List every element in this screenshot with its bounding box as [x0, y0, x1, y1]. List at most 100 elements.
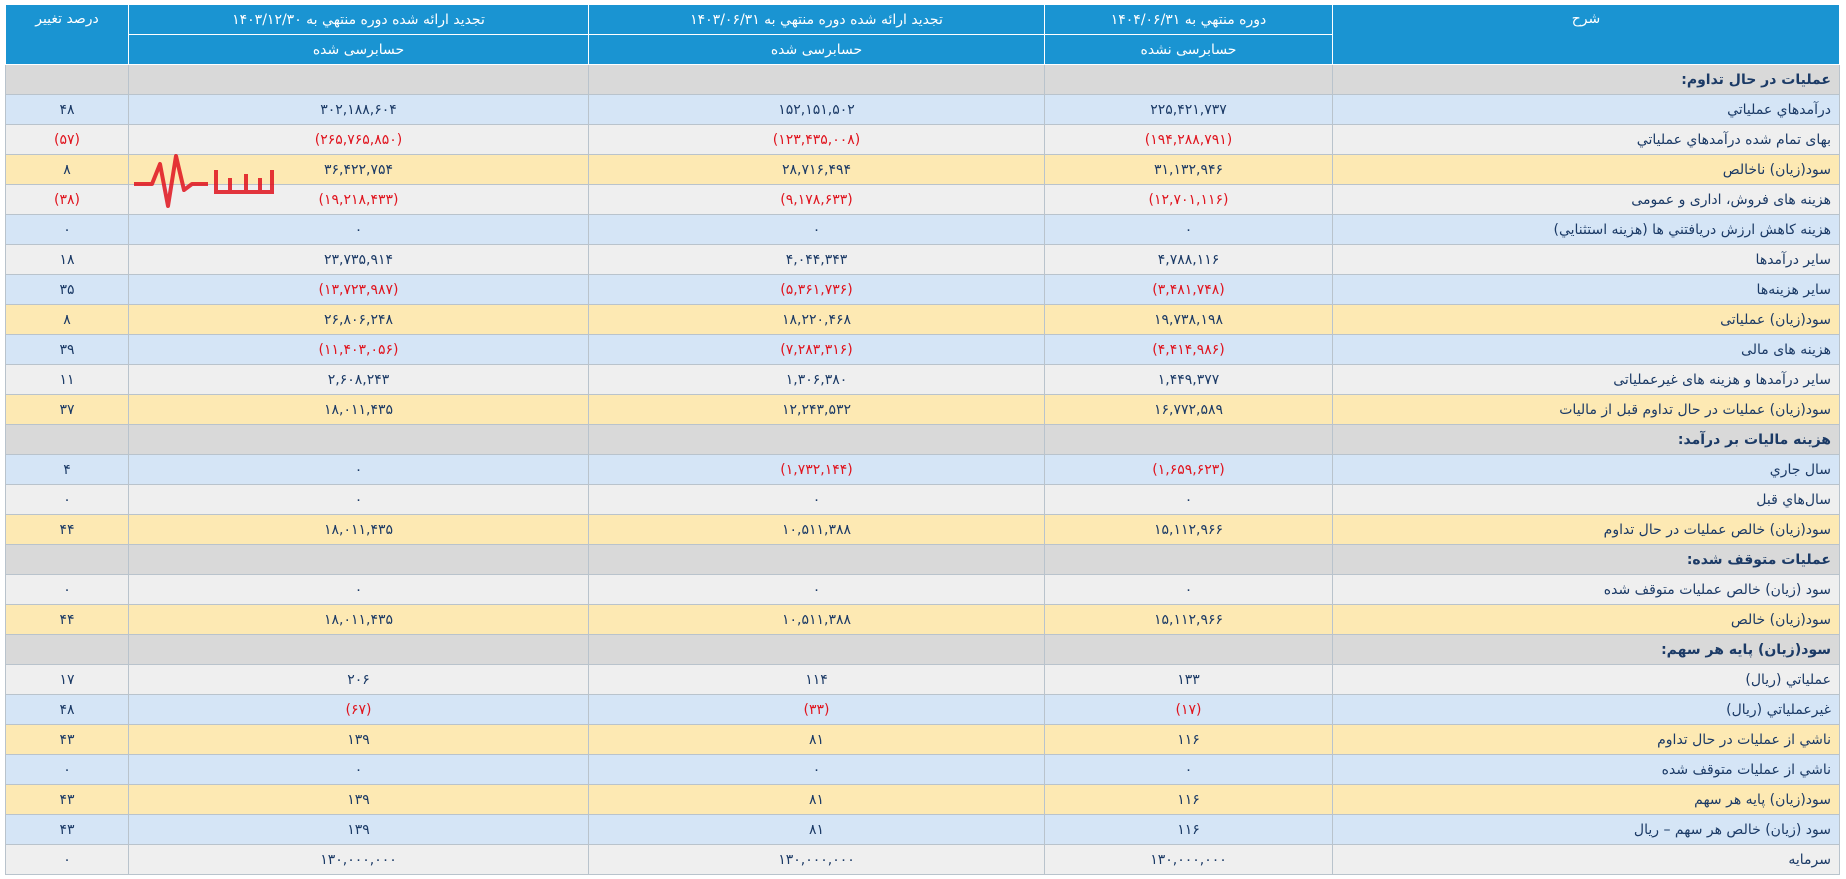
cell-value: ۲۳,۷۳۵,۹۱۴ — [128, 244, 589, 275]
cell-value: ۴۳ — [5, 814, 129, 845]
cell-value: (۶۷) — [128, 694, 589, 725]
cell-value: (۱,۷۳۲,۱۴۴) — [588, 454, 1045, 485]
cell-value: ۰ — [5, 844, 129, 875]
cell-value: ۳۹ — [5, 334, 129, 365]
cell-value: (۱,۶۵۹,۶۲۳) — [1044, 454, 1333, 485]
cell-value: (۵۷) — [5, 124, 129, 155]
cell-value: ۱۹,۷۳۸,۱۹۸ — [1044, 304, 1333, 335]
row-label: سود(زيان) خالص — [1332, 604, 1840, 635]
cell-value: ۰ — [5, 754, 129, 785]
cell-value: (۱۲۳,۴۳۵,۰۰۸) — [588, 124, 1045, 155]
header-column-title: دوره منتهي به ۱۴۰۴/۰۶/۳۱ — [1044, 4, 1333, 35]
cell-value: ۰ — [1044, 214, 1333, 245]
cell-value: ۱۳۳ — [1044, 664, 1333, 695]
cell-value: (۱۹,۲۱۸,۴۳۳) — [128, 184, 589, 215]
data-row: سود(زيان) پايه هر سهم ۱۱۶ ۸۱ ۱۳۹ ۴۳ — [5, 784, 1840, 815]
cell-value: (۴,۴۱۴,۹۸۶) — [1044, 334, 1333, 365]
cell-value: ۱۱ — [5, 364, 129, 395]
cell-value: ۳۱,۱۳۲,۹۴۶ — [1044, 154, 1333, 185]
data-row: عملياتي (ريال) ۱۳۳ ۱۱۴ ۲۰۶ ۱۷ — [5, 664, 1840, 695]
row-label: غيرعملياتي (ريال) — [1332, 694, 1840, 725]
data-row: سود(زيان) ناخالص ۳۱,۱۳۲,۹۴۶ ۲۸,۷۱۶,۴۹۴ ۳۶,۴… — [5, 154, 1840, 185]
cell-value: ۰ — [1044, 574, 1333, 605]
row-label: ساير هزينه‌ها — [1332, 274, 1840, 305]
cell-value: ۸۱ — [588, 724, 1045, 755]
cell-value: ۲۲۵,۴۲۱,۷۳۷ — [1044, 94, 1333, 125]
section-row: سود(زيان) پايه هر سهم: — [5, 634, 1840, 665]
cell-value: ۱۱۴ — [588, 664, 1045, 695]
data-row: سود(زيان) خالص ۱۵,۱۱۲,۹۶۶ ۱۰,۵۱۱,۳۸۸ ۱۸,۰۱۱… — [5, 604, 1840, 635]
cell-value: ۱۱۶ — [1044, 814, 1333, 845]
cell-value: ۳۰۲,۱۸۸,۶۰۴ — [128, 94, 589, 125]
cell-value: (۳۳) — [588, 694, 1045, 725]
cell-value: ۱۸,۰۱۱,۴۳۵ — [128, 514, 589, 545]
header-column-title: تجدید ارائه شده دوره منتهي به ۱۴۰۳/۱۲/۳۰ — [128, 4, 589, 35]
header-row: شرح دوره منتهي به ۱۴۰۴/۰۶/۳۱ تجدید ارائه… — [5, 4, 1840, 65]
section-row: عمليات متوقف شده: — [5, 544, 1840, 575]
empty-cell — [1044, 64, 1333, 95]
cell-value: ۰ — [5, 214, 129, 245]
cell-value: ۱۳۰,۰۰۰,۰۰۰ — [588, 844, 1045, 875]
cell-value: ۱۱۶ — [1044, 724, 1333, 755]
row-label: هزينه هاى فروش، اداری و عمومی — [1332, 184, 1840, 215]
data-row: غيرعملياتي (ريال) (۱۷) (۳۳) (۶۷) ۴۸ — [5, 694, 1840, 725]
cell-value: (۷,۲۸۳,۳۱۶) — [588, 334, 1045, 365]
cell-value: ۴۸ — [5, 694, 129, 725]
cell-value: (۹,۱۷۸,۶۳۳) — [588, 184, 1045, 215]
cell-value: ۴,۰۴۴,۳۴۳ — [588, 244, 1045, 275]
empty-cell — [5, 424, 129, 455]
cell-value: ۰ — [5, 484, 129, 515]
header-column-title: تجدید ارائه شده دوره منتهي به ۱۴۰۳/۰۶/۳۱ — [588, 4, 1045, 35]
data-row: سود (زيان) خالص عمليات متوقف شده ۰ ۰ ۰ ۰ — [5, 574, 1840, 605]
empty-cell — [5, 634, 129, 665]
row-label: هزينه ماليات بر درآمد: — [1332, 424, 1840, 455]
cell-value: ۱۳۰,۰۰۰,۰۰۰ — [128, 844, 589, 875]
table-header: شرح دوره منتهي به ۱۴۰۴/۰۶/۳۱ تجدید ارائه… — [5, 4, 1840, 65]
cell-value: (۵,۳۶۱,۷۳۶) — [588, 274, 1045, 305]
row-label: سود(زيان) پايه هر سهم — [1332, 784, 1840, 815]
cell-value: (۱۹۴,۲۸۸,۷۹۱) — [1044, 124, 1333, 155]
data-row: سود(زيان) عمليات در حال تداوم قبل از مال… — [5, 394, 1840, 425]
cell-value: ۱۰,۵۱۱,۳۸۸ — [588, 604, 1045, 635]
row-label: هزينه كاهش ارزش دريافتني ها (هزينه استثن… — [1332, 214, 1840, 245]
row-label: عمليات در حال تداوم: — [1332, 64, 1840, 95]
cell-value: ۱۱۶ — [1044, 784, 1333, 815]
data-row: ناشي از عمليات متوقف شده ۰ ۰ ۰ ۰ — [5, 754, 1840, 785]
row-label: سود(زيان) پايه هر سهم: — [1332, 634, 1840, 665]
empty-cell — [1044, 424, 1333, 455]
empty-cell — [588, 424, 1045, 455]
row-label: عملياتي (ريال) — [1332, 664, 1840, 695]
cell-value: ۱۰,۵۱۱,۳۸۸ — [588, 514, 1045, 545]
data-row: ساير درآمدها ۴,۷۸۸,۱۱۶ ۴,۰۴۴,۳۴۳ ۲۳,۷۳۵,۹۱۴… — [5, 244, 1840, 275]
row-label: ساير درآمدها — [1332, 244, 1840, 275]
cell-value: ۴۸ — [5, 94, 129, 125]
cell-value: ۰ — [5, 574, 129, 605]
cell-value: ۴۴ — [5, 604, 129, 635]
cell-value: ۱۸,۰۱۱,۴۳۵ — [128, 604, 589, 635]
cell-value: ۰ — [588, 214, 1045, 245]
row-label: سرمايه — [1332, 844, 1840, 875]
cell-value: (۱۱,۴۰۳,۰۵۶) — [128, 334, 589, 365]
cell-value: ۱۵,۱۱۲,۹۶۶ — [1044, 604, 1333, 635]
cell-value: ۱۶,۷۷۲,۵۸۹ — [1044, 394, 1333, 425]
cell-value: ۱۵,۱۱۲,۹۶۶ — [1044, 514, 1333, 545]
row-label: ناشي از عمليات متوقف شده — [1332, 754, 1840, 785]
cell-value: ۸ — [5, 304, 129, 335]
table-body: عمليات در حال تداوم: درآمدهاي عملياتي ۲۲۵,… — [5, 64, 1840, 875]
cell-value: ۱۷ — [5, 664, 129, 695]
row-label: سود(زيان) ناخالص — [1332, 154, 1840, 185]
empty-cell — [128, 64, 589, 95]
cell-value: ۸۱ — [588, 784, 1045, 815]
cell-value: ۱۸,۰۱۱,۴۳۵ — [128, 394, 589, 425]
cell-value: ۱,۳۰۶,۳۸۰ — [588, 364, 1045, 395]
section-row: هزينه ماليات بر درآمد: — [5, 424, 1840, 455]
cell-value: ۲۰۶ — [128, 664, 589, 695]
data-row: سود(زيان) عملياتى ۱۹,۷۳۸,۱۹۸ ۱۸,۲۲۰,۴۶۸ ۲۶,… — [5, 304, 1840, 335]
empty-cell — [128, 634, 589, 665]
row-label: سود (زيان) خالص عمليات متوقف شده — [1332, 574, 1840, 605]
cell-value: ۰ — [1044, 484, 1333, 515]
cell-value: ۴۳ — [5, 724, 129, 755]
cell-value: ۰ — [588, 754, 1045, 785]
data-row: بهای تمام شده درآمدهاي عملياتي (۱۹۴,۲۸۸,۷… — [5, 124, 1840, 155]
data-row: سال جاري (۱,۶۵۹,۶۲۳) (۱,۷۳۲,۱۴۴) ۰ ۴ — [5, 454, 1840, 485]
